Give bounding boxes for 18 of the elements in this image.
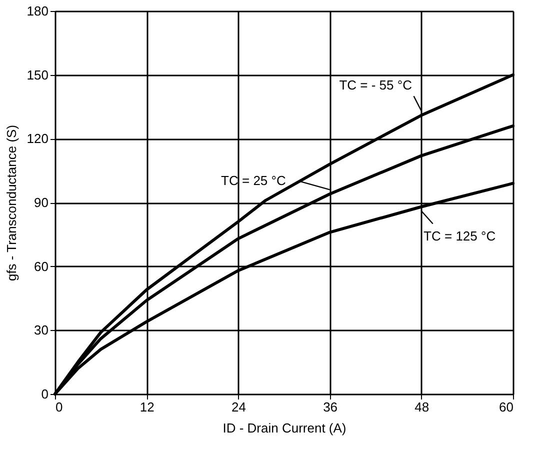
x-tick-label: 24: [231, 400, 246, 414]
legend-label: TC = 25 °C: [221, 173, 286, 188]
y-tick-label: 120: [26, 131, 48, 146]
y-tick-label: 180: [26, 4, 48, 18]
y-tick-label: 150: [26, 67, 48, 82]
x-tick-label: 48: [414, 400, 430, 414]
y-tick-label: 90: [34, 195, 48, 210]
series-label: TC = 125 °C: [424, 228, 496, 244]
y-tick-label: 60: [34, 258, 48, 274]
x-tick-label: 0: [56, 400, 63, 414]
x-tick-label: 60: [499, 400, 514, 414]
y-tick-label: 30: [34, 322, 48, 338]
x-tick-label: 12: [140, 400, 154, 414]
y-axis-title: gfs - Transconductance (S): [4, 124, 19, 282]
y-tick-label: 0: [41, 386, 48, 402]
series-label: TC = - 55 °C: [339, 77, 412, 92]
x-axis-title: ID - Drain Current (A): [222, 420, 346, 436]
x-tick-label: 36: [323, 400, 338, 414]
